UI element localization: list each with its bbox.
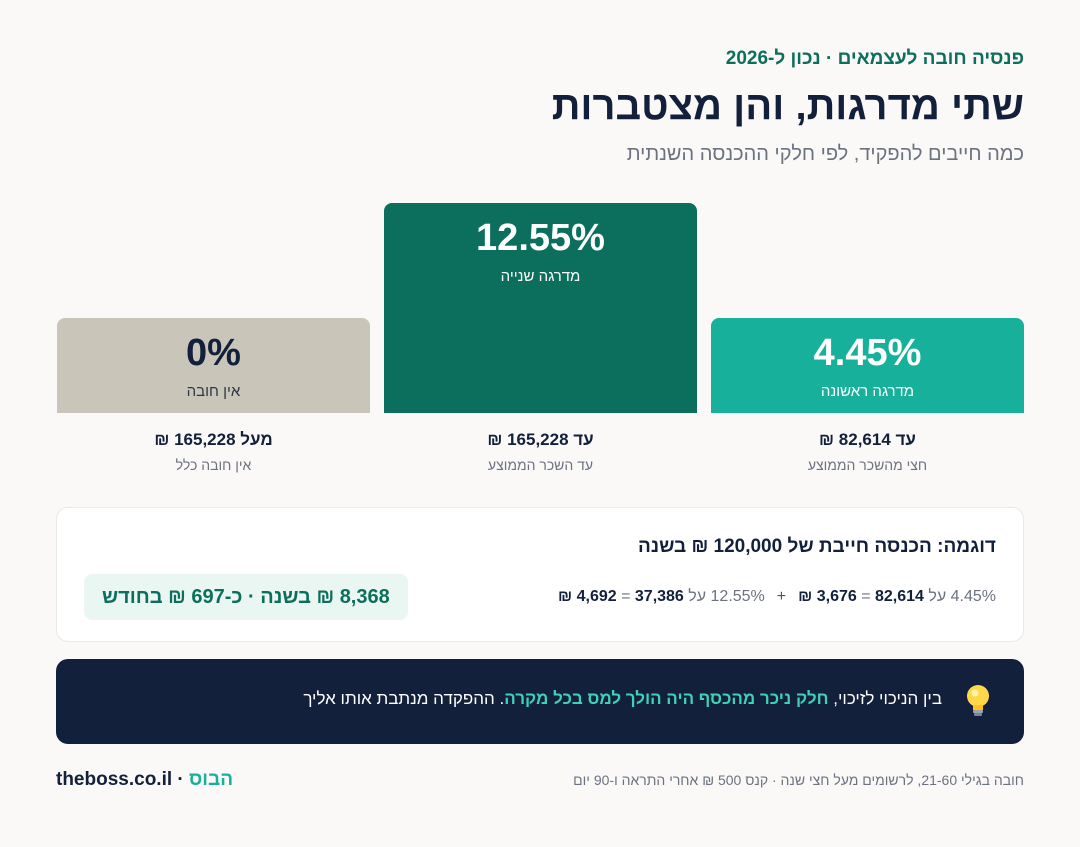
example-total-badge: 8,368 ₪ בשנה · כ-697 ₪ בחודש	[84, 574, 408, 620]
tier-exempt-desc: אין חובה כלל	[175, 457, 252, 473]
tier-second-bar: 12.55% מדרגה שנייה	[384, 203, 697, 413]
calc-part1-eq: =	[856, 588, 875, 605]
tier-second: 12.55% מדרגה שנייה עד 165,228 ₪ עד השכר …	[384, 0, 697, 480]
tier-exempt-name: אין חובה	[186, 383, 241, 400]
tip-lead: בין הניכוי לזיכוי,	[828, 689, 942, 708]
tier-first-bound: עד 82,614 ₪	[819, 430, 916, 449]
footnote: חובה בגילי 21-60, לרשומים מעל חצי שנה · …	[573, 772, 1024, 788]
example-title: דוגמה: הכנסה חייבת של 120,000 ₪ בשנה	[638, 536, 996, 557]
tier-exempt: 0% אין חובה מעל 165,228 ₪ אין חובה כלל	[57, 0, 370, 480]
calc-plus: +	[776, 588, 787, 605]
tier-first-name: מדרגה ראשונה	[820, 383, 915, 400]
tip-banner: בין הניכוי לזיכוי, חלק ניכר מהכסף היה הו…	[56, 659, 1024, 744]
calc-part2-eq: =	[616, 588, 635, 605]
tier-second-bound: עד 165,228 ₪	[487, 430, 594, 449]
brand-logo: theboss.co.il · הבוס	[56, 769, 233, 791]
tip-text: בין הניכוי לזיכוי, חלק ניכר מהכסף היה הו…	[303, 689, 942, 709]
tier-exempt-bar: 0% אין חובה	[57, 318, 370, 413]
example-card: דוגמה: הכנסה חייבת של 120,000 ₪ בשנה 4.4…	[56, 507, 1024, 642]
calc-part1-rate: 4.45% על	[923, 588, 996, 605]
lightbulb-icon	[967, 685, 989, 716]
tip-tail: . ההפקדה מנתבת אותו אליך	[303, 689, 505, 708]
brand-site: theboss.co.il	[56, 769, 173, 790]
tier-second-rate: 12.55%	[476, 217, 605, 259]
calc-part1-base: 82,614	[875, 588, 924, 605]
page-subtitle: כמה חייבים להפקיד, לפי חלקי ההכנסה השנתי…	[626, 143, 1024, 165]
tier-first-rate: 4.45%	[813, 332, 922, 374]
eyebrow: פנסיה חובה לעצמאים · נכון ל-2026	[725, 48, 1024, 69]
calc-part2-rate: 12.55% על	[683, 588, 765, 605]
brand-separator: ·	[172, 769, 190, 790]
calc-part2-base: 37,386	[634, 588, 684, 605]
tier-first-bar: 4.45% מדרגה ראשונה	[711, 318, 1024, 413]
page-title: שתי מדרגות, והן מצטברות	[551, 84, 1024, 128]
tier-exempt-bound: מעל 165,228 ₪	[154, 430, 273, 449]
brand-name: הבוס	[189, 769, 234, 790]
tier-first-desc: חצי מהשכר הממוצע	[807, 457, 928, 473]
tier-exempt-rate: 0%	[186, 332, 241, 374]
tier-second-name: מדרגה שנייה	[500, 268, 581, 285]
tier-first: 4.45% מדרגה ראשונה עד 82,614 ₪ חצי מהשכר…	[711, 0, 1024, 480]
calc-part2-result: 4,692 ₪	[558, 588, 617, 605]
calc-part1-result: 3,676 ₪	[798, 588, 857, 605]
example-calculation: 4.45% על 82,614 = 3,676 ₪ +12.55% על 37,3…	[558, 588, 996, 606]
tier-second-desc: עד השכר הממוצע	[487, 457, 594, 473]
tip-highlight: חלק ניכר מהכסף היה הולך למס בכל מקרה	[504, 689, 829, 708]
